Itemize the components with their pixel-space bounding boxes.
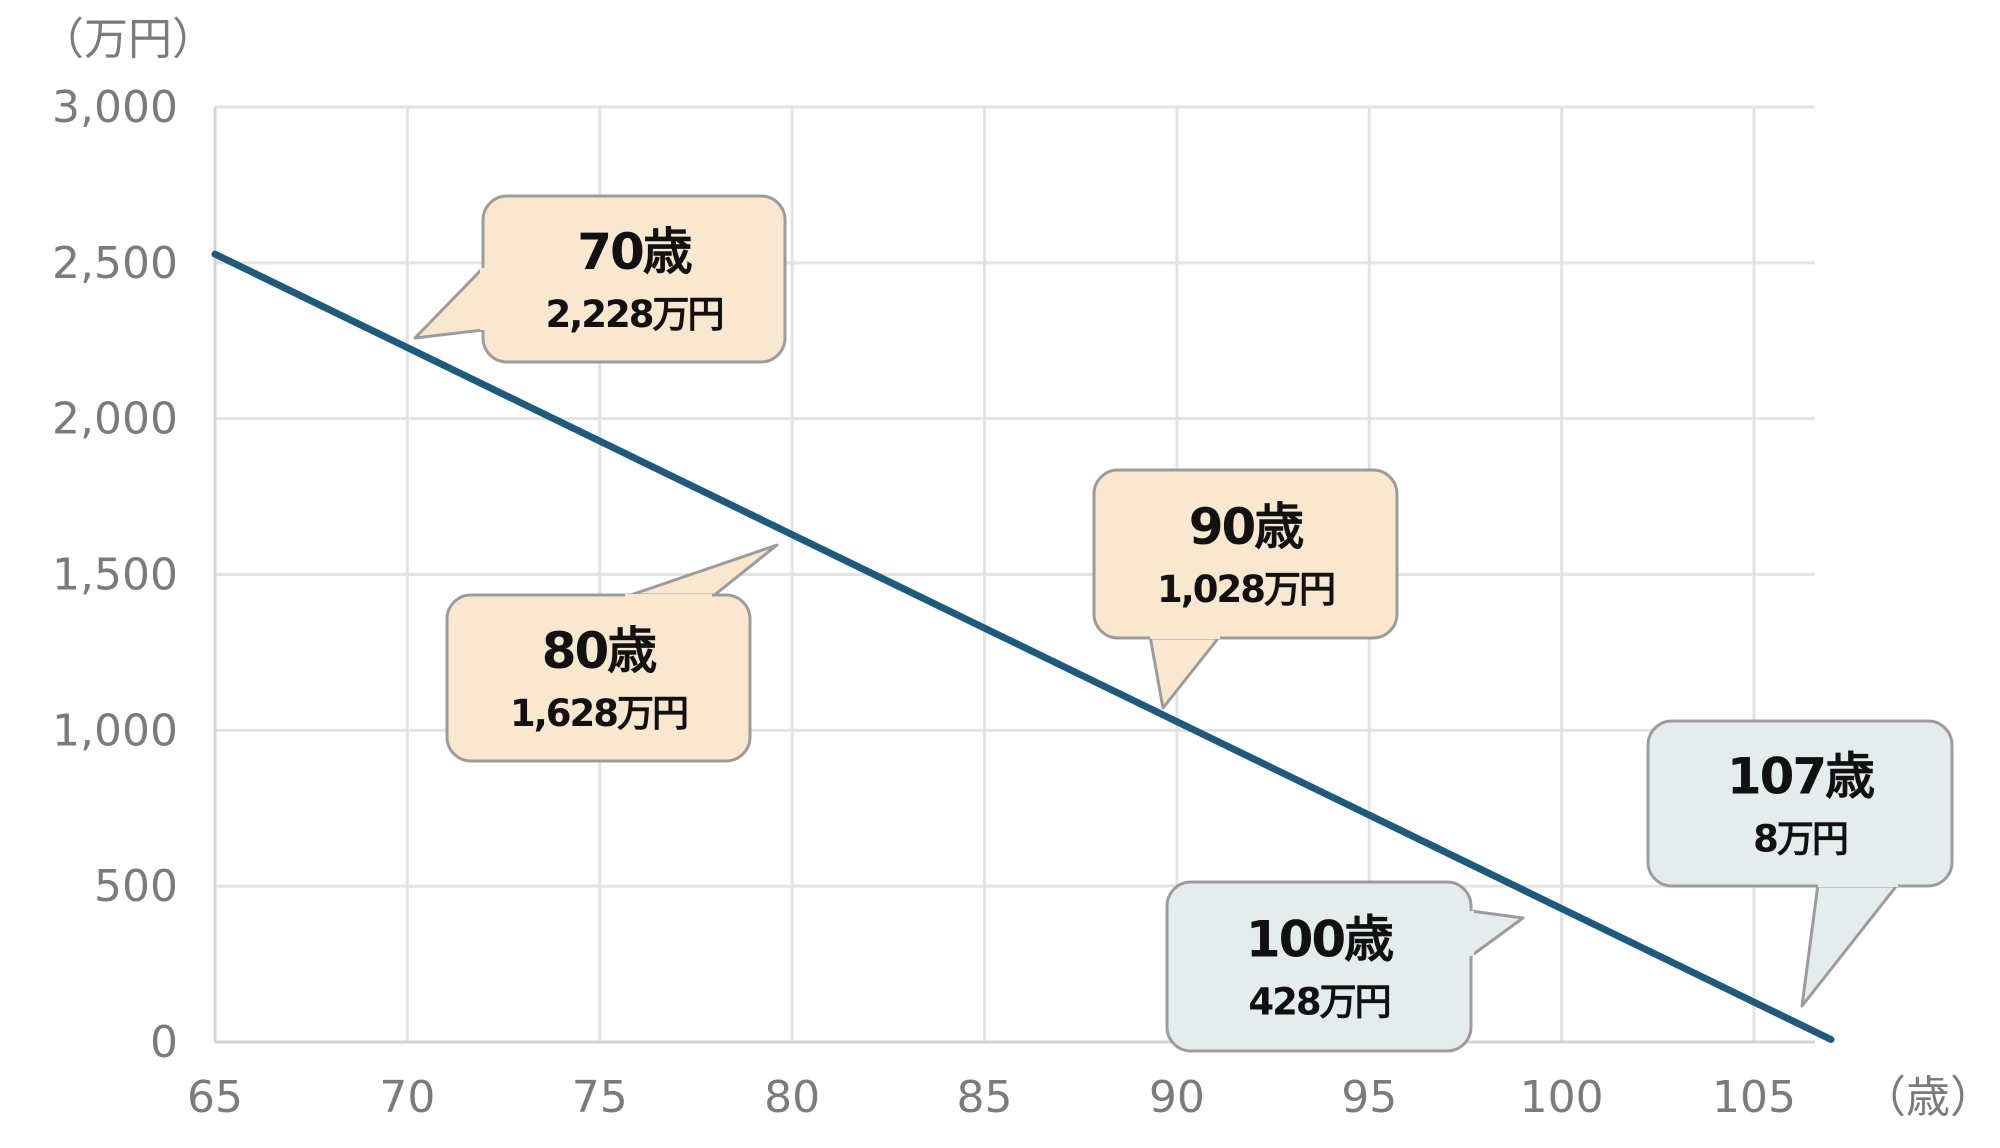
callout-tail	[1800, 882, 1900, 1008]
x-tick-label: 75	[572, 1072, 628, 1123]
callout-group: 70歳2,228万円80歳1,628万円90歳1,028万円100歳428万円1…	[413, 194, 1954, 1053]
callout-value: 428万円	[1248, 981, 1389, 1024]
series-line	[211, 250, 1835, 1043]
series-line-group	[211, 250, 1835, 1043]
x-tick-label: 95	[1341, 1072, 1397, 1123]
x-tick-label: 65	[187, 1072, 243, 1123]
callout-value: 2,228万円	[545, 293, 722, 336]
callout-box	[445, 593, 752, 763]
x-tick-label: 90	[1149, 1072, 1205, 1123]
y-axis-unit-label: （万円）	[40, 14, 216, 65]
callout-title: 90歳	[1189, 498, 1305, 556]
y-tick-label: 3,000	[52, 82, 178, 133]
callout: 90歳 1,028万円	[1092, 468, 1399, 710]
y-tick-label: 2,000	[52, 394, 178, 445]
callout-title: 107歳	[1727, 748, 1875, 806]
x-tick-label: 100	[1520, 1072, 1604, 1123]
y-tick-label: 500	[94, 861, 178, 912]
callout-tail	[623, 543, 779, 599]
x-tick-label: 80	[764, 1072, 820, 1123]
callout-box	[1092, 468, 1399, 640]
y-tick-label: 2,500	[52, 238, 178, 289]
grid-lines	[213, 105, 1815, 1044]
callout: 70歳 2,228万円	[413, 194, 787, 364]
callout: 80歳 1,628万円	[445, 543, 779, 763]
callout-value: 1,028万円	[1157, 568, 1334, 611]
x-tick-label: 85	[957, 1072, 1013, 1123]
callout-box	[1646, 719, 1954, 888]
callout-value: 1,628万円	[510, 692, 687, 735]
y-tick-label: 0	[150, 1017, 178, 1068]
callout-tail	[1469, 909, 1525, 958]
axis-ticks: 0 500 1,000 1,500 2,000 2,500 3,000 65 70 75 80 85 9…	[52, 82, 1796, 1123]
callout-tail	[1148, 634, 1222, 710]
x-tick-label: 70	[379, 1072, 435, 1123]
y-tick-label: 1,500	[52, 550, 178, 601]
callout-title: 100歳	[1246, 911, 1394, 969]
callout-tail	[413, 266, 485, 340]
callout-title: 80歳	[542, 622, 658, 680]
callout: 107歳 8万円	[1646, 719, 1954, 1008]
callout: 100歳 428万円	[1165, 880, 1525, 1053]
callout-value: 8万円	[1753, 818, 1847, 861]
y-tick-label: 1,000	[52, 705, 178, 756]
x-axis-unit-label: （歳）	[1862, 1072, 1994, 1123]
x-tick-label: 105	[1712, 1072, 1796, 1123]
callout-title: 70歳	[577, 223, 693, 281]
callout-box	[1165, 880, 1473, 1053]
